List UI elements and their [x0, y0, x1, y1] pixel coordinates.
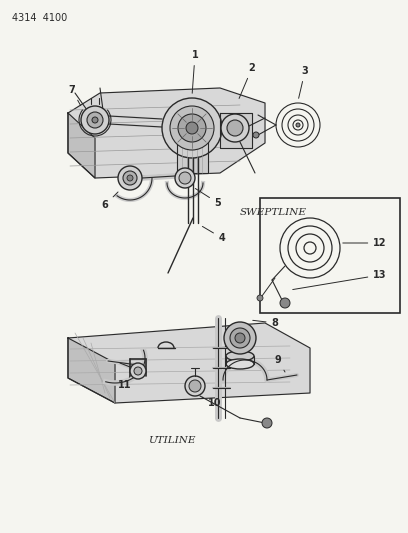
Text: 4314  4100: 4314 4100	[12, 13, 67, 23]
Text: 12: 12	[343, 238, 387, 248]
Circle shape	[162, 98, 222, 158]
Text: 6: 6	[102, 192, 118, 210]
Circle shape	[127, 175, 133, 181]
Polygon shape	[177, 128, 208, 173]
Circle shape	[123, 171, 137, 185]
Text: 2: 2	[239, 63, 255, 99]
Circle shape	[235, 333, 245, 343]
Circle shape	[87, 112, 103, 128]
Bar	[260, 198, 400, 313]
Text: UTILINE: UTILINE	[148, 436, 195, 445]
Polygon shape	[68, 338, 115, 403]
Text: 4: 4	[202, 227, 225, 243]
Circle shape	[179, 172, 191, 184]
Circle shape	[175, 168, 195, 188]
Circle shape	[262, 418, 272, 428]
Circle shape	[296, 123, 300, 127]
Text: 1: 1	[192, 50, 198, 93]
Circle shape	[253, 132, 259, 138]
Text: 3: 3	[299, 66, 308, 98]
Circle shape	[227, 120, 243, 136]
Ellipse shape	[226, 359, 254, 369]
Text: SWEPTLINE: SWEPTLINE	[240, 208, 307, 217]
Text: 10: 10	[202, 397, 222, 408]
Circle shape	[186, 122, 198, 134]
Circle shape	[230, 328, 250, 348]
Circle shape	[189, 380, 201, 392]
Text: 9: 9	[275, 355, 285, 372]
Ellipse shape	[226, 351, 254, 361]
Circle shape	[134, 367, 142, 375]
Circle shape	[221, 114, 249, 142]
Text: 7: 7	[69, 85, 81, 106]
Circle shape	[118, 166, 142, 190]
Circle shape	[185, 376, 205, 396]
Circle shape	[170, 106, 214, 150]
Polygon shape	[68, 323, 310, 403]
Polygon shape	[220, 113, 252, 148]
Circle shape	[280, 298, 290, 308]
Polygon shape	[68, 88, 265, 178]
Circle shape	[178, 114, 206, 142]
Circle shape	[224, 322, 256, 354]
Text: 5: 5	[195, 189, 222, 208]
Circle shape	[257, 295, 263, 301]
Circle shape	[92, 117, 98, 123]
Text: 8: 8	[253, 318, 278, 328]
Text: 11: 11	[118, 376, 132, 390]
Circle shape	[130, 363, 146, 379]
Circle shape	[81, 106, 109, 134]
Text: 13: 13	[293, 270, 387, 289]
Polygon shape	[68, 113, 95, 178]
